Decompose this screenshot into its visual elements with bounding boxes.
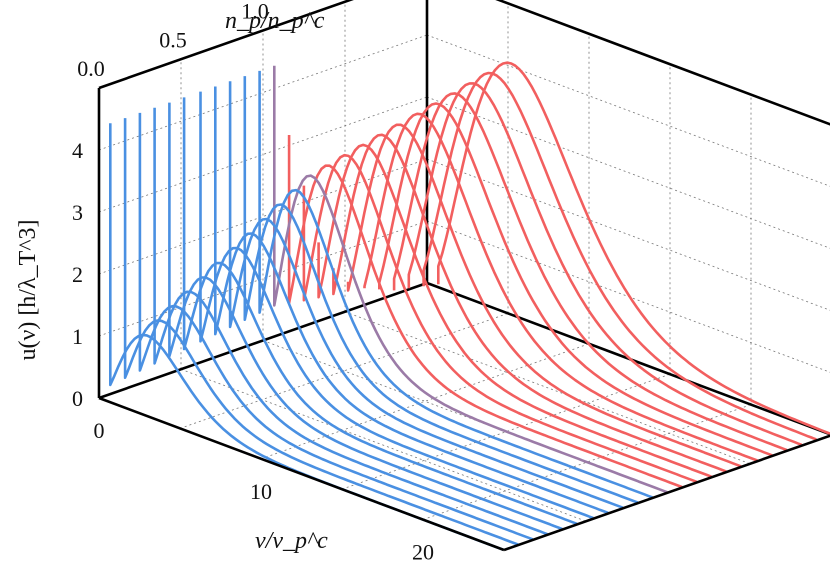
series-line	[153, 107, 548, 536]
edge-floor-front	[98, 396, 505, 552]
energy-axis-label: u(ν) [h/λ_T^3]	[15, 219, 41, 360]
series-line	[332, 133, 727, 473]
density-tick-label: 1.0	[241, 0, 269, 24]
frequency-tick-label: 0	[94, 418, 105, 443]
series-line	[182, 97, 578, 526]
edge-top-back	[495, 0, 830, 126]
floor-grid-line	[180, 368, 587, 522]
edge-floor-left	[98, 281, 428, 400]
series-line	[302, 153, 698, 484]
density-tick-label: 0.5	[159, 27, 187, 52]
series-line	[243, 76, 639, 504]
series-line	[363, 112, 758, 462]
series-line	[407, 82, 803, 447]
series-line	[199, 91, 594, 520]
series-line	[437, 61, 830, 436]
series-line	[258, 70, 653, 499]
frequency-tick-label: 10	[250, 479, 272, 504]
series-line	[138, 112, 534, 541]
frequency-tick-label: 20	[412, 540, 434, 563]
energy-tick-label: 2	[72, 262, 83, 287]
energy-tick-label: 1	[72, 324, 83, 349]
series-line	[392, 92, 788, 452]
back-wall-grid-line	[426, 96, 830, 249]
edge-top-left	[98, 0, 354, 90]
series-line	[346, 123, 742, 468]
series-line	[422, 71, 817, 441]
density-tick-label: 0.0	[77, 56, 105, 81]
back-wall-grid-line	[426, 34, 830, 187]
series-line	[228, 81, 624, 509]
edge-floor-right	[503, 434, 830, 552]
back-wall-grid-line	[426, 158, 830, 311]
series-line	[378, 102, 773, 457]
left-wall-grid-line	[98, 34, 428, 151]
series-line	[273, 65, 668, 494]
energy-tick-label: 3	[72, 200, 83, 225]
energy-tick-label: 4	[72, 138, 83, 163]
floor-grid-line	[344, 311, 751, 465]
series-line	[123, 118, 519, 546]
series-line	[287, 135, 683, 489]
frequency-axis-label: ν/ν_p^c	[255, 528, 328, 554]
series-line	[214, 86, 609, 515]
density-axis-label: n_p/n_p^c	[225, 8, 325, 34]
series-curves	[109, 61, 830, 551]
box-edges	[97, 0, 830, 436]
energy-tick-label: 0	[72, 386, 83, 411]
series-line	[317, 143, 712, 478]
box-front-edges	[98, 396, 830, 552]
series-line	[168, 102, 563, 531]
